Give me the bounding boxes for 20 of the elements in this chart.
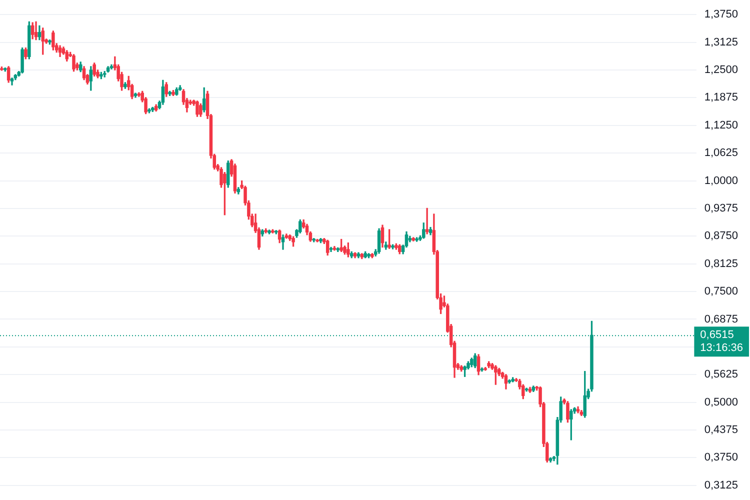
y-tick-label: 0,5625: [704, 368, 738, 381]
y-tick-label: 1,3750: [704, 8, 738, 21]
ref-line-label: 0,6515: [700, 329, 734, 342]
y-tick-label: 0,3125: [704, 479, 738, 492]
text: 13:16:36: [700, 342, 744, 354]
y-tick-label: 0,8125: [704, 258, 738, 270]
y-tick-label: 1,1875: [704, 92, 738, 104]
y-tick-label: 0,9375: [704, 202, 738, 214]
candlestick: [425, 208, 429, 234]
y-tick-label: 0,4375: [704, 424, 738, 436]
y-tick-label: 0,3750: [704, 452, 738, 464]
y-tick-label: 1,2500: [704, 64, 738, 76]
y-tick-label: 0,5000: [704, 396, 738, 408]
y-tick-label: 1,0625: [704, 147, 738, 160]
y-tick-label: 0,6875: [704, 313, 738, 326]
y-tick-label: 1,0000: [704, 174, 738, 187]
y-tick-label: 0,8750: [704, 230, 738, 242]
y-tick-label: 1,1250: [704, 119, 738, 132]
y-tick-label: 1,3125: [704, 36, 738, 48]
y-tick-label: 0,7500: [704, 286, 738, 298]
